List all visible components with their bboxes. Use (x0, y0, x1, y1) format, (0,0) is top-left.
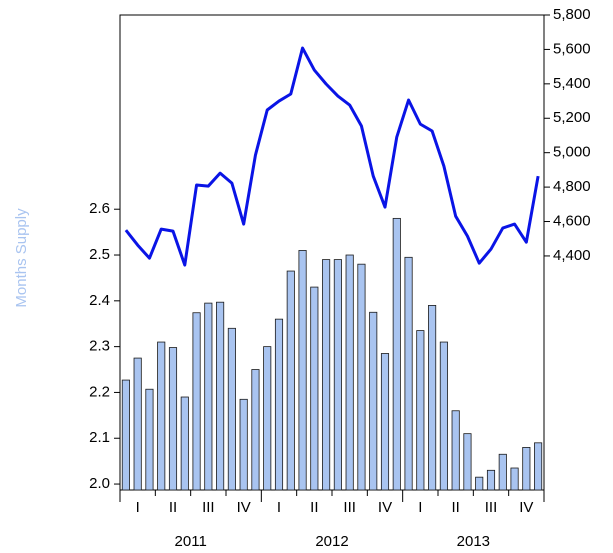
bar (310, 286, 319, 491)
bar (510, 467, 519, 491)
line (124, 46, 540, 267)
y2-tick-label: 5,400 (553, 75, 591, 92)
bar (145, 388, 154, 491)
bar (486, 469, 496, 491)
quarter-label: IV (378, 499, 392, 516)
year-label: 2012 (315, 533, 348, 550)
bar (404, 256, 413, 491)
y2-tick-label: 5,200 (553, 109, 591, 126)
y-tick-label: 2.6 (89, 200, 110, 217)
bar (416, 330, 425, 491)
bar (522, 447, 531, 491)
y2-tick-label: 5,800 (553, 6, 591, 23)
quarter-label: IV (519, 499, 533, 516)
bar (463, 433, 472, 491)
y-tick-label: 2.0 (89, 475, 110, 492)
bar (286, 270, 295, 491)
bar (439, 341, 448, 491)
bar (428, 305, 437, 491)
y2-tick-label: 4,400 (553, 247, 591, 264)
year-label: 2013 (457, 533, 490, 550)
bar (274, 318, 284, 491)
bar (322, 259, 331, 491)
bar (475, 476, 484, 491)
bar (451, 410, 460, 491)
bar (498, 453, 507, 491)
bar (192, 312, 201, 491)
quarter-label: II (310, 499, 318, 516)
bar (157, 341, 166, 491)
bar (180, 396, 189, 491)
y-tick-label: 2.2 (89, 383, 110, 400)
bar (357, 263, 366, 491)
bar (227, 327, 236, 491)
y-axis-label: Months Supply (13, 208, 30, 308)
year-label: 2011 (175, 533, 207, 550)
bar (251, 369, 260, 491)
bar (263, 346, 272, 491)
bar (380, 353, 390, 491)
bar (369, 311, 378, 491)
bar (121, 379, 130, 491)
quarter-label: I (136, 499, 140, 516)
y-tick-label: 2.3 (89, 338, 110, 355)
bar (133, 357, 142, 491)
y2-tick-label: 5,000 (553, 144, 591, 161)
bar (239, 398, 248, 491)
bar (345, 254, 354, 491)
bar (534, 442, 543, 491)
quarter-label: II (451, 499, 459, 516)
quarter-label: III (202, 499, 215, 516)
y-tick-label: 2.4 (89, 292, 110, 309)
bar (392, 217, 401, 491)
bar (204, 302, 213, 491)
quarter-label: III (343, 499, 356, 516)
y-tick-label: 2.1 (89, 429, 110, 446)
y2-tick-label: 5,600 (553, 40, 591, 57)
quarter-label: III (485, 499, 498, 516)
quarter-label: I (277, 499, 281, 516)
quarter-label: II (169, 499, 177, 516)
bar (168, 347, 178, 491)
y2-tick-label: 4,800 (553, 178, 591, 195)
quarter-label: IV (237, 499, 251, 516)
bar (216, 301, 225, 491)
y-tick-label: 2.5 (89, 246, 110, 263)
y2-tick-label: 4,600 (553, 212, 591, 229)
quarter-label: I (418, 499, 422, 516)
bar (333, 259, 342, 491)
bar (298, 250, 307, 491)
